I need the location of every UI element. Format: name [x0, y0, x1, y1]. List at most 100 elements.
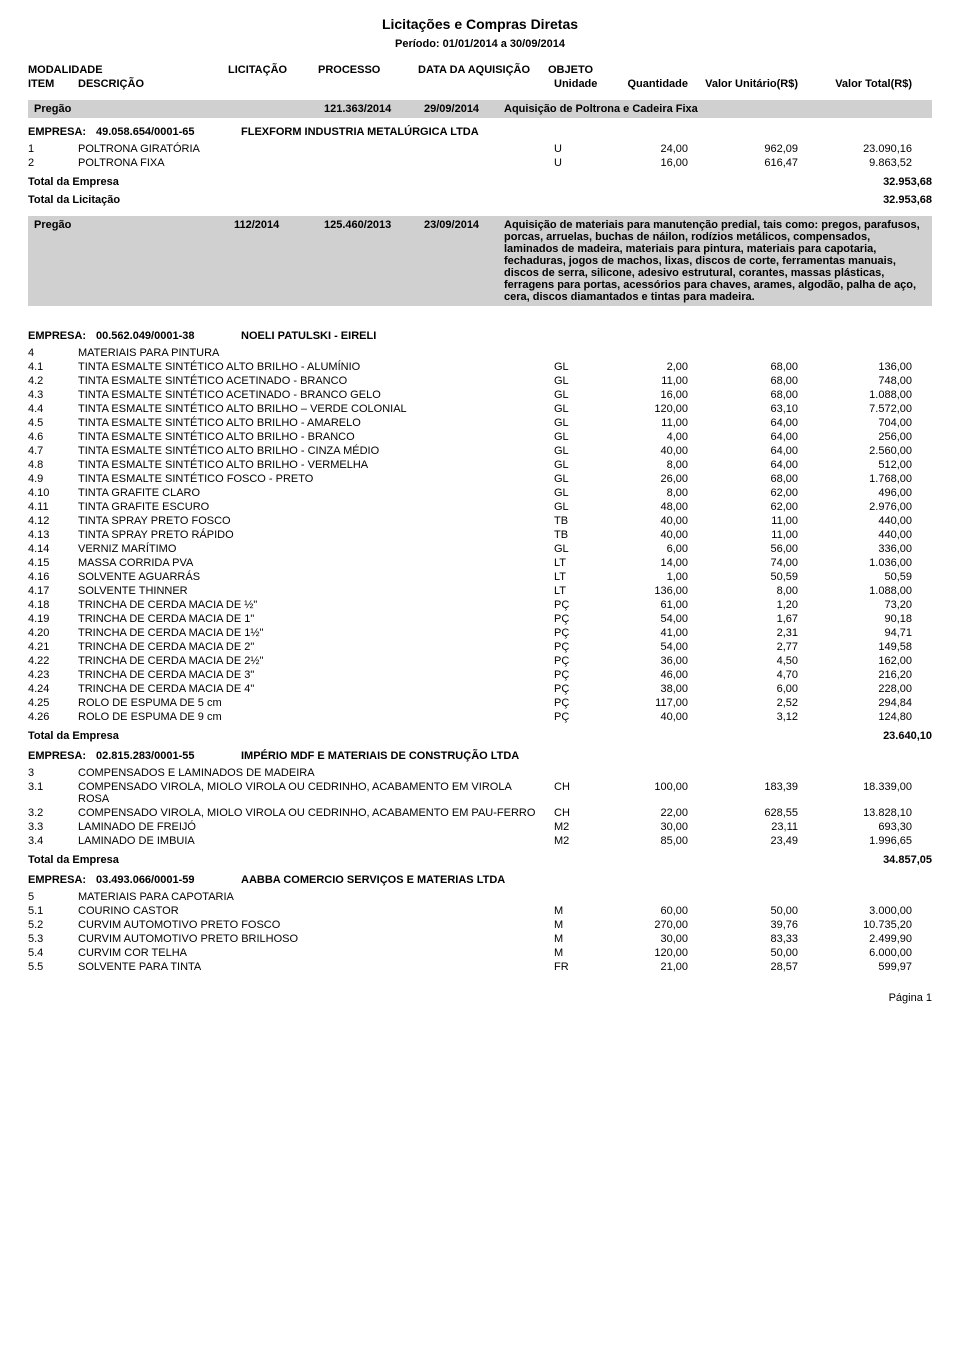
- cell-item: 4.7: [28, 445, 78, 457]
- cell-vt: 440,00: [798, 529, 912, 541]
- cell-vu: 68,00: [688, 375, 798, 387]
- cell-qtd: 16,00: [608, 389, 688, 401]
- empresa-2-total: Total da Empresa 23.640,10: [28, 730, 932, 742]
- cell-unid: PÇ: [548, 655, 608, 667]
- cell-unid: GL: [548, 417, 608, 429]
- cell-desc: POLTRONA GIRATÓRIA: [78, 143, 548, 155]
- empresa-3-header: EMPRESA: 02.815.283/0001-55 IMPÉRIO MDF …: [28, 750, 932, 762]
- cell-desc: TINTA ESMALTE SINTÉTICO ALTO BRILHO - VE…: [78, 459, 548, 471]
- cell-unid: GL: [548, 389, 608, 401]
- cell-vu: 616,47: [688, 157, 798, 169]
- cell-item: 4.1: [28, 361, 78, 373]
- cell-qtd: 40,00: [608, 515, 688, 527]
- page-number: Página 1: [28, 992, 932, 1004]
- cell-vt: 2.976,00: [798, 501, 912, 513]
- cell-vu: 2,77: [688, 641, 798, 653]
- cell-item: 4.8: [28, 459, 78, 471]
- cell-vu: 628,55: [688, 807, 798, 819]
- cell-vu: 2,52: [688, 697, 798, 709]
- cell-item: 4.21: [28, 641, 78, 653]
- cell-vu: 6,00: [688, 683, 798, 695]
- sec1-data: 29/09/2014: [424, 103, 504, 115]
- empresa-3-items: 3.1COMPENSADO VIROLA, MIOLO VIROLA OU CE…: [28, 780, 932, 848]
- empresa-label: EMPRESA:: [28, 874, 96, 886]
- cell-vu: 183,39: [688, 781, 798, 805]
- cell-unid: GL: [548, 543, 608, 555]
- cell-vu: 64,00: [688, 445, 798, 457]
- cell-desc: TINTA ESMALTE SINTÉTICO ALTO BRILHO - BR…: [78, 431, 548, 443]
- cell-desc: TINTA ESMALTE SINTÉTICO ALTO BRILHO - CI…: [78, 445, 548, 457]
- cell-desc: POLTRONA FIXA: [78, 157, 548, 169]
- cell-desc: TRINCHA DE CERDA MACIA DE 4": [78, 683, 548, 695]
- cell-vu: 39,76: [688, 919, 798, 931]
- cell-qtd: 40,00: [608, 711, 688, 723]
- total-licitacao-label: Total da Licitação: [28, 194, 818, 206]
- cell-qtd: 54,00: [608, 641, 688, 653]
- cell-vu: 11,00: [688, 515, 798, 527]
- cell-item: 4.11: [28, 501, 78, 513]
- cell-qtd: 60,00: [608, 905, 688, 917]
- cell-desc: TINTA SPRAY PRETO RÁPIDO: [78, 529, 548, 541]
- cell-vu: 50,00: [688, 905, 798, 917]
- table-row: 4.17SOLVENTE THINNERLT136,008,001.088,00: [28, 584, 932, 598]
- cell-qtd: 1,00: [608, 571, 688, 583]
- table-row: 5.1COURINO CASTORM60,0050,003.000,00: [28, 904, 932, 918]
- cell-unid: GL: [548, 431, 608, 443]
- cell-vu: 64,00: [688, 431, 798, 443]
- cell-vu: 68,00: [688, 361, 798, 373]
- empresa-1-total: Total da Empresa 32.953,68: [28, 176, 932, 188]
- table-row: 4.8TINTA ESMALTE SINTÉTICO ALTO BRILHO -…: [28, 458, 932, 472]
- cell-item: 4.20: [28, 627, 78, 639]
- hdr-valor-unit: Valor Unitário(R$): [688, 78, 798, 90]
- cell-vt: 228,00: [798, 683, 912, 695]
- hdr-descricao: DESCRIÇÃO: [78, 78, 548, 90]
- empresa-2-header: EMPRESA: 00.562.049/0001-38 NOELI PATULS…: [28, 330, 932, 342]
- cell-qtd: 40,00: [608, 445, 688, 457]
- hdr-processo: PROCESSO: [318, 64, 418, 76]
- cell-qtd: 85,00: [608, 835, 688, 847]
- sec2-objeto: Aquisição de materiais para manutenção p…: [504, 219, 926, 303]
- cell-unid: GL: [548, 487, 608, 499]
- licitacao-1-total-value: 32.953,68: [818, 194, 932, 206]
- cell-qtd: 46,00: [608, 669, 688, 681]
- cell-unid: TB: [548, 529, 608, 541]
- cell-item: 5.5: [28, 961, 78, 973]
- cell-vt: 440,00: [798, 515, 912, 527]
- empresa-1-nome: FLEXFORM INDUSTRIA METALÚRGICA LTDA: [241, 126, 932, 138]
- table-row: 4.15MASSA CORRIDA PVALT14,0074,001.036,0…: [28, 556, 932, 570]
- table-row: 5.3CURVIM AUTOMOTIVO PRETO BRILHOSOM30,0…: [28, 932, 932, 946]
- cell-item: 4.13: [28, 529, 78, 541]
- cell-vt: 256,00: [798, 431, 912, 443]
- cell-vt: 512,00: [798, 459, 912, 471]
- cell-unid: CH: [548, 781, 608, 805]
- cell-desc: TINTA ESMALTE SINTÉTICO ACETINADO - BRAN…: [78, 375, 548, 387]
- cell-vt: 124,80: [798, 711, 912, 723]
- empresa-3-total: Total da Empresa 34.857,05: [28, 854, 932, 866]
- cell-item: 4.3: [28, 389, 78, 401]
- section-bar-1: Pregão 121.363/2014 29/09/2014 Aquisição…: [28, 100, 932, 118]
- cell-qtd: 14,00: [608, 557, 688, 569]
- cell-desc: TRINCHA DE CERDA MACIA DE 2½": [78, 655, 548, 667]
- cell-unid: PÇ: [548, 641, 608, 653]
- cell-desc: TRINCHA DE CERDA MACIA DE 1": [78, 613, 548, 625]
- cell-qtd: 2,00: [608, 361, 688, 373]
- table-row: 4.2TINTA ESMALTE SINTÉTICO ACETINADO - B…: [28, 374, 932, 388]
- cell-desc: COURINO CASTOR: [78, 905, 548, 917]
- cell-vt: 13.828,10: [798, 807, 912, 819]
- cell-vt: 10.735,20: [798, 919, 912, 931]
- cell-desc: TINTA GRAFITE ESCURO: [78, 501, 548, 513]
- empresa-4-header: EMPRESA: 03.493.066/0001-59 AABBA COMERC…: [28, 874, 932, 886]
- empresa-label: EMPRESA:: [28, 750, 96, 762]
- cell-vt: 704,00: [798, 417, 912, 429]
- cell-item: 4.16: [28, 571, 78, 583]
- cell-item: 5.1: [28, 905, 78, 917]
- cell-desc: TINTA SPRAY PRETO FOSCO: [78, 515, 548, 527]
- cell-vu: 62,00: [688, 487, 798, 499]
- total-empresa-label: Total da Empresa: [28, 176, 818, 188]
- empresa-4-nome: AABBA COMERCIO SERVIÇOS E MATERIAS LTDA: [241, 874, 932, 886]
- cell-qtd: 6,00: [608, 543, 688, 555]
- cell-vt: 3.000,00: [798, 905, 912, 917]
- table-row: 4.18TRINCHA DE CERDA MACIA DE ½"PÇ61,001…: [28, 598, 932, 612]
- cell-unid: GL: [548, 375, 608, 387]
- cell-qtd: 120,00: [608, 403, 688, 415]
